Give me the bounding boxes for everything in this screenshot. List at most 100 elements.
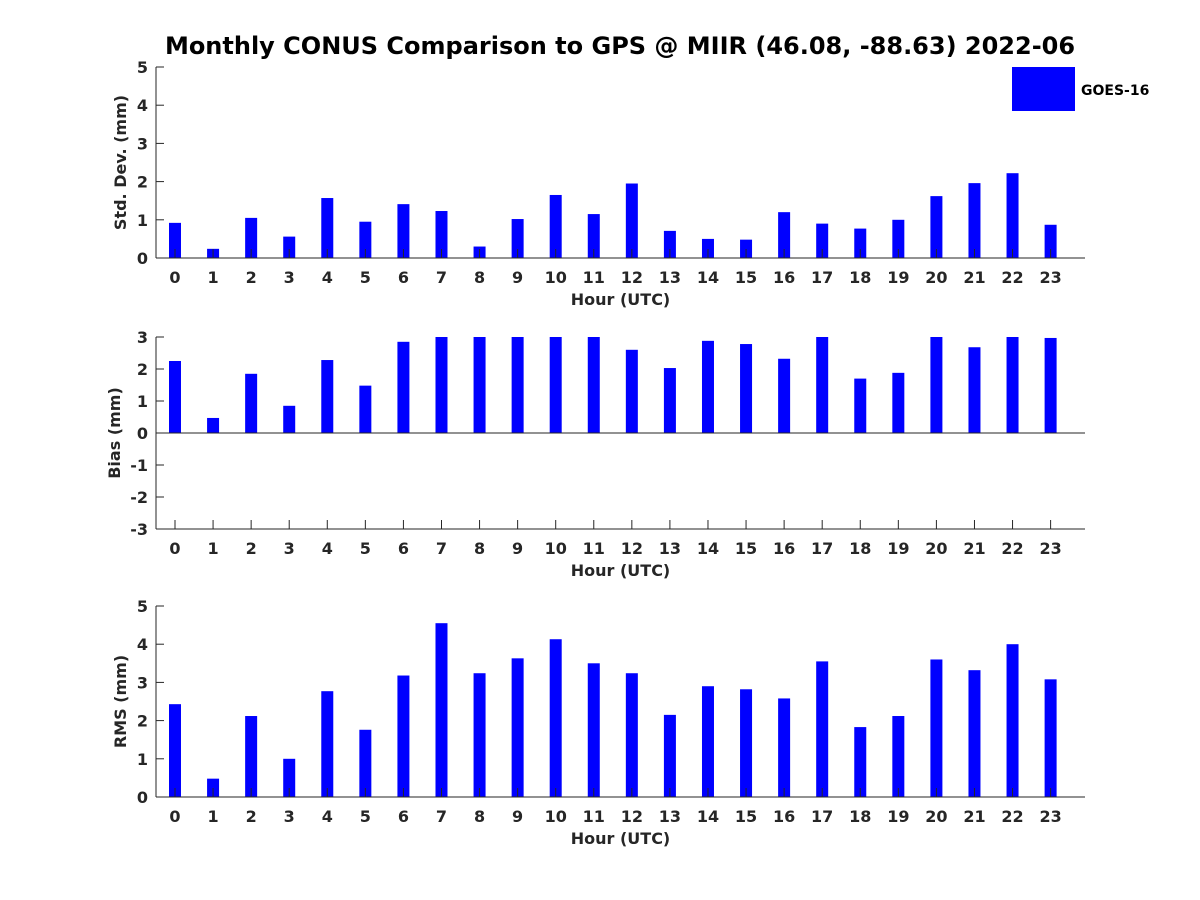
bar-hour-22 [1006,337,1019,433]
bar-hour-19 [892,219,905,258]
bar-hour-16 [778,698,791,797]
x-tick-label: 19 [887,539,909,558]
bar-hour-14 [701,686,714,797]
y-tick-label: 3 [137,328,148,347]
bar-hour-12 [625,183,638,258]
bar-hour-3 [283,758,296,797]
x-tick-label: 22 [1001,539,1023,558]
x-tick-label: 15 [735,268,757,287]
y-tick-label: -3 [130,520,148,539]
bar-hour-4 [321,360,334,433]
legend-swatch [1012,67,1075,111]
x-tick-label: 12 [621,807,643,826]
x-tick-label: 19 [887,807,909,826]
bar-hour-11 [587,663,600,797]
bar-hour-7 [435,211,448,258]
x-tick-label: 7 [436,539,447,558]
x-tick-label: 8 [474,807,485,826]
x-tick-label: 9 [512,268,523,287]
x-tick-label: 14 [697,807,719,826]
x-tick-label: 1 [207,539,218,558]
bar-hour-20 [930,196,943,258]
bar-hour-15 [740,344,753,433]
bar-hour-13 [663,230,676,258]
bar-hour-4 [321,198,334,258]
bar-hour-17 [816,337,829,433]
x-tick-label: 3 [284,539,295,558]
x-tick-label: 17 [811,539,833,558]
bar-hour-0 [169,704,181,797]
x-tick-label: 13 [659,807,681,826]
bar-hour-20 [930,337,943,433]
y-tick-label: 4 [137,96,148,115]
y-tick-label: 0 [137,788,148,807]
chart-title: Monthly CONUS Comparison to GPS @ MIIR (… [165,32,1075,60]
x-tick-label: 23 [1039,539,1061,558]
y-axis-label: RMS (mm) [111,655,130,748]
y-tick-label: 1 [137,750,148,769]
y-tick-label: 1 [137,211,148,230]
bar-hour-12 [625,349,638,433]
bar-hour-22 [1006,644,1019,797]
x-tick-label: 7 [436,268,447,287]
x-tick-label: 5 [360,539,371,558]
x-tick-label: 15 [735,807,757,826]
x-tick-label: 6 [398,268,409,287]
x-tick-label: 3 [284,807,295,826]
bar-hour-2 [245,716,258,797]
x-axis-label: Hour (UTC) [571,290,671,309]
bar-hour-22 [1006,173,1019,258]
y-tick-label: -2 [130,488,148,507]
x-tick-label: 4 [322,539,333,558]
x-tick-label: 15 [735,539,757,558]
x-tick-label: 19 [887,268,909,287]
x-axis-label: Hour (UTC) [571,829,671,848]
bar-hour-6 [397,675,410,797]
x-tick-label: 0 [169,539,180,558]
bar-hour-5 [359,385,372,433]
bar-hour-14 [701,238,714,258]
x-tick-label: 21 [963,539,985,558]
bar-hour-6 [397,204,410,258]
bar-hour-10 [549,194,562,258]
x-tick-label: 10 [545,539,567,558]
x-tick-label: 12 [621,539,643,558]
x-tick-label: 10 [545,268,567,287]
x-tick-label: 14 [697,268,719,287]
y-tick-label: 3 [137,134,148,153]
bar-hour-18 [854,228,867,258]
bar-hour-5 [359,221,372,258]
x-tick-label: 4 [322,268,333,287]
y-tick-label: 0 [137,424,148,443]
x-tick-label: 3 [284,268,295,287]
bar-hour-8 [473,673,486,797]
bar-hour-17 [816,223,829,258]
bar-hour-2 [245,217,258,258]
bar-hour-23 [1044,224,1057,258]
bar-hour-21 [968,183,981,258]
y-tick-label: 5 [137,58,148,77]
x-tick-label: 12 [621,268,643,287]
bar-hour-4 [321,691,334,797]
bar-hour-17 [816,661,829,797]
x-tick-label: 9 [512,539,523,558]
bar-hour-20 [930,659,943,797]
x-tick-label: 7 [436,807,447,826]
bar-hour-21 [968,670,981,797]
x-tick-label: 20 [925,807,947,826]
bar-hour-3 [283,236,296,258]
x-tick-label: 13 [659,539,681,558]
legend-label: GOES-16 [1081,83,1149,99]
x-tick-label: 11 [583,268,605,287]
bar-hour-1 [207,778,220,797]
x-tick-label: 8 [474,539,485,558]
bar-hour-21 [968,347,981,433]
x-tick-label: 5 [360,268,371,287]
y-tick-label: 3 [137,673,148,692]
x-tick-label: 21 [963,268,985,287]
y-tick-label: 2 [137,360,148,379]
